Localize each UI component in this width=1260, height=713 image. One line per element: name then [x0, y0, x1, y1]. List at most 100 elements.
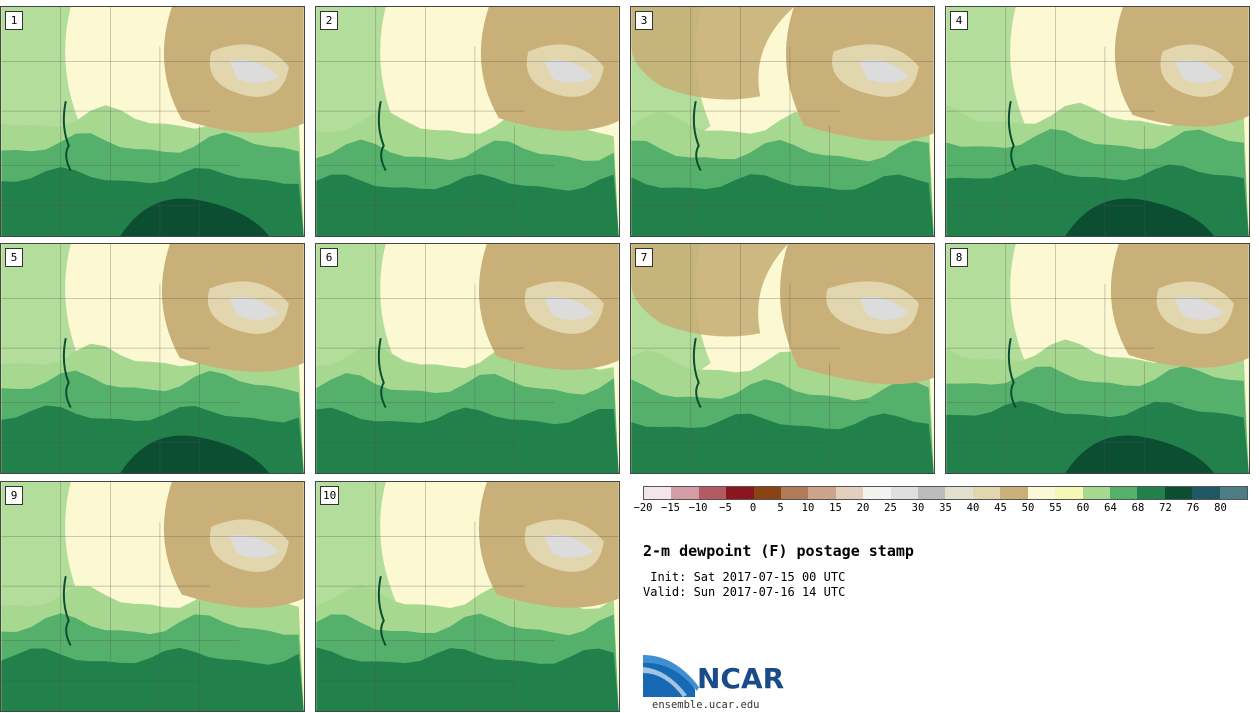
- river-line: [1007, 337, 1017, 409]
- dewpoint-map-9: [1, 482, 304, 711]
- lake-region: [544, 59, 594, 83]
- colorbar-swatch: [644, 487, 672, 499]
- river-line: [377, 337, 387, 409]
- colorbar-tick-label: 10: [801, 502, 815, 514]
- ensemble-member-map-1: 1: [0, 6, 305, 237]
- colorbar-swatch: [781, 487, 809, 499]
- dewpoint-map-3: [631, 7, 934, 236]
- dewpoint-map-5: [1, 244, 304, 473]
- colorbar-tick-label: −10: [688, 502, 708, 514]
- colorbar-tick-label: −20: [633, 502, 653, 514]
- colorbar-swatch: [698, 487, 727, 499]
- river-line: [62, 575, 72, 647]
- colorbar-tick-label: 40: [966, 502, 980, 514]
- river-line: [377, 575, 387, 647]
- ensemble-member-map-8: 8: [945, 243, 1250, 474]
- ensemble-member-map-10: 10: [315, 481, 620, 712]
- colorbar-swatch: [1082, 487, 1110, 499]
- lake-region: [229, 59, 279, 83]
- colorbar-tick-label: 64: [1104, 502, 1117, 514]
- member-number-label: 6: [320, 248, 338, 267]
- dewpoint-map-4: [946, 7, 1249, 236]
- member-number-label: 2: [320, 11, 338, 30]
- member-number-label: 7: [635, 248, 653, 267]
- colorbar-swatch: [1000, 487, 1028, 499]
- member-number-label: 9: [5, 486, 23, 505]
- colorbar-swatch: [890, 487, 919, 499]
- river-line: [692, 337, 702, 409]
- moisture-region: [316, 647, 619, 711]
- colorbar-swatch: [726, 487, 754, 499]
- colorbar-tick-label: 30: [911, 502, 925, 514]
- colorbar-tick-label: 5: [777, 502, 784, 514]
- dry-region: [631, 244, 788, 337]
- dewpoint-map-2: [316, 7, 619, 236]
- moisture-region: [1, 647, 304, 711]
- colorbar-swatch: [671, 487, 699, 499]
- lake-region: [859, 296, 909, 320]
- lake-region: [229, 296, 279, 320]
- dry-region: [631, 7, 794, 100]
- member-number-label: 10: [320, 486, 340, 505]
- colorbar-tick-label: 50: [1021, 502, 1035, 514]
- colorbar-tick-label: 72: [1159, 502, 1172, 514]
- dewpoint-map-7: [631, 244, 934, 473]
- ncar-logo-text: NCAR: [697, 662, 785, 695]
- moisture-region: [631, 413, 934, 473]
- colorbar-swatch: [1027, 487, 1056, 499]
- river-line: [1007, 100, 1017, 172]
- dewpoint-map-8: [946, 244, 1249, 473]
- dewpoint-map-6: [316, 244, 619, 473]
- member-number-label: 8: [950, 248, 968, 267]
- colorbar-tick-label: 15: [829, 502, 842, 514]
- lake-region: [1174, 59, 1224, 83]
- river-line: [62, 337, 72, 409]
- colorbar-swatch: [863, 487, 891, 499]
- colorbar-tick-label: 35: [939, 502, 952, 514]
- lake-region: [544, 534, 594, 558]
- colorbar-swatch: [1109, 487, 1138, 499]
- moisture-region: [1065, 198, 1214, 236]
- ensemble-member-map-7: 7: [630, 243, 935, 474]
- colorbar-tick-label: 45: [994, 502, 1007, 514]
- ensemble-member-map-3: 3: [630, 6, 935, 237]
- lake-region: [859, 59, 909, 83]
- river-line: [377, 100, 387, 172]
- colorbar-swatch: [1219, 487, 1247, 499]
- dewpoint-colorbar: [643, 486, 1248, 500]
- init-time-text: Init: Sat 2017-07-15 00 UTC: [643, 570, 846, 584]
- lake-region: [229, 534, 279, 558]
- moisture-region: [1065, 435, 1214, 473]
- member-number-label: 3: [635, 11, 653, 30]
- colorbar-swatch: [972, 487, 1001, 499]
- dewpoint-map-1: [1, 7, 304, 236]
- moisture-region: [120, 435, 269, 473]
- moisture-region: [316, 407, 619, 473]
- ensemble-member-map-6: 6: [315, 243, 620, 474]
- colorbar-tick-label: 80: [1214, 502, 1227, 514]
- colorbar-tick-label: 0: [749, 502, 757, 514]
- colorbar-swatch: [808, 487, 836, 499]
- member-number-label: 5: [5, 248, 23, 267]
- colorbar-swatch: [945, 487, 973, 499]
- ncar-logo-icon: [643, 655, 699, 697]
- colorbar-tick-label: 76: [1186, 502, 1200, 514]
- ensemble-member-map-9: 9: [0, 481, 305, 712]
- colorbar-swatch: [1137, 487, 1165, 499]
- colorbar-tick-label: 25: [884, 502, 897, 514]
- lake-region: [544, 296, 594, 320]
- colorbar-tick-label: 55: [1049, 502, 1062, 514]
- lake-region: [1174, 296, 1224, 320]
- colorbar-swatch: [753, 487, 782, 499]
- colorbar-tick-label: −5: [719, 502, 732, 514]
- moisture-region: [316, 173, 619, 236]
- colorbar-swatch: [1055, 487, 1083, 499]
- ensemble-member-map-4: 4: [945, 6, 1250, 237]
- website-url: ensemble.ucar.edu: [652, 699, 760, 711]
- colorbar-tick-label: 20: [856, 502, 870, 514]
- chart-title: 2-m dewpoint (F) postage stamp: [643, 542, 914, 560]
- member-number-label: 1: [5, 11, 23, 30]
- colorbar-swatch: [835, 487, 864, 499]
- colorbar-tick-labels: −20 −15 −10 −5 0 5 10 15 20 25 30 35 40 45 50 55 60 64 68 7…: [634, 502, 1248, 516]
- colorbar-tick-label: 60: [1076, 502, 1090, 514]
